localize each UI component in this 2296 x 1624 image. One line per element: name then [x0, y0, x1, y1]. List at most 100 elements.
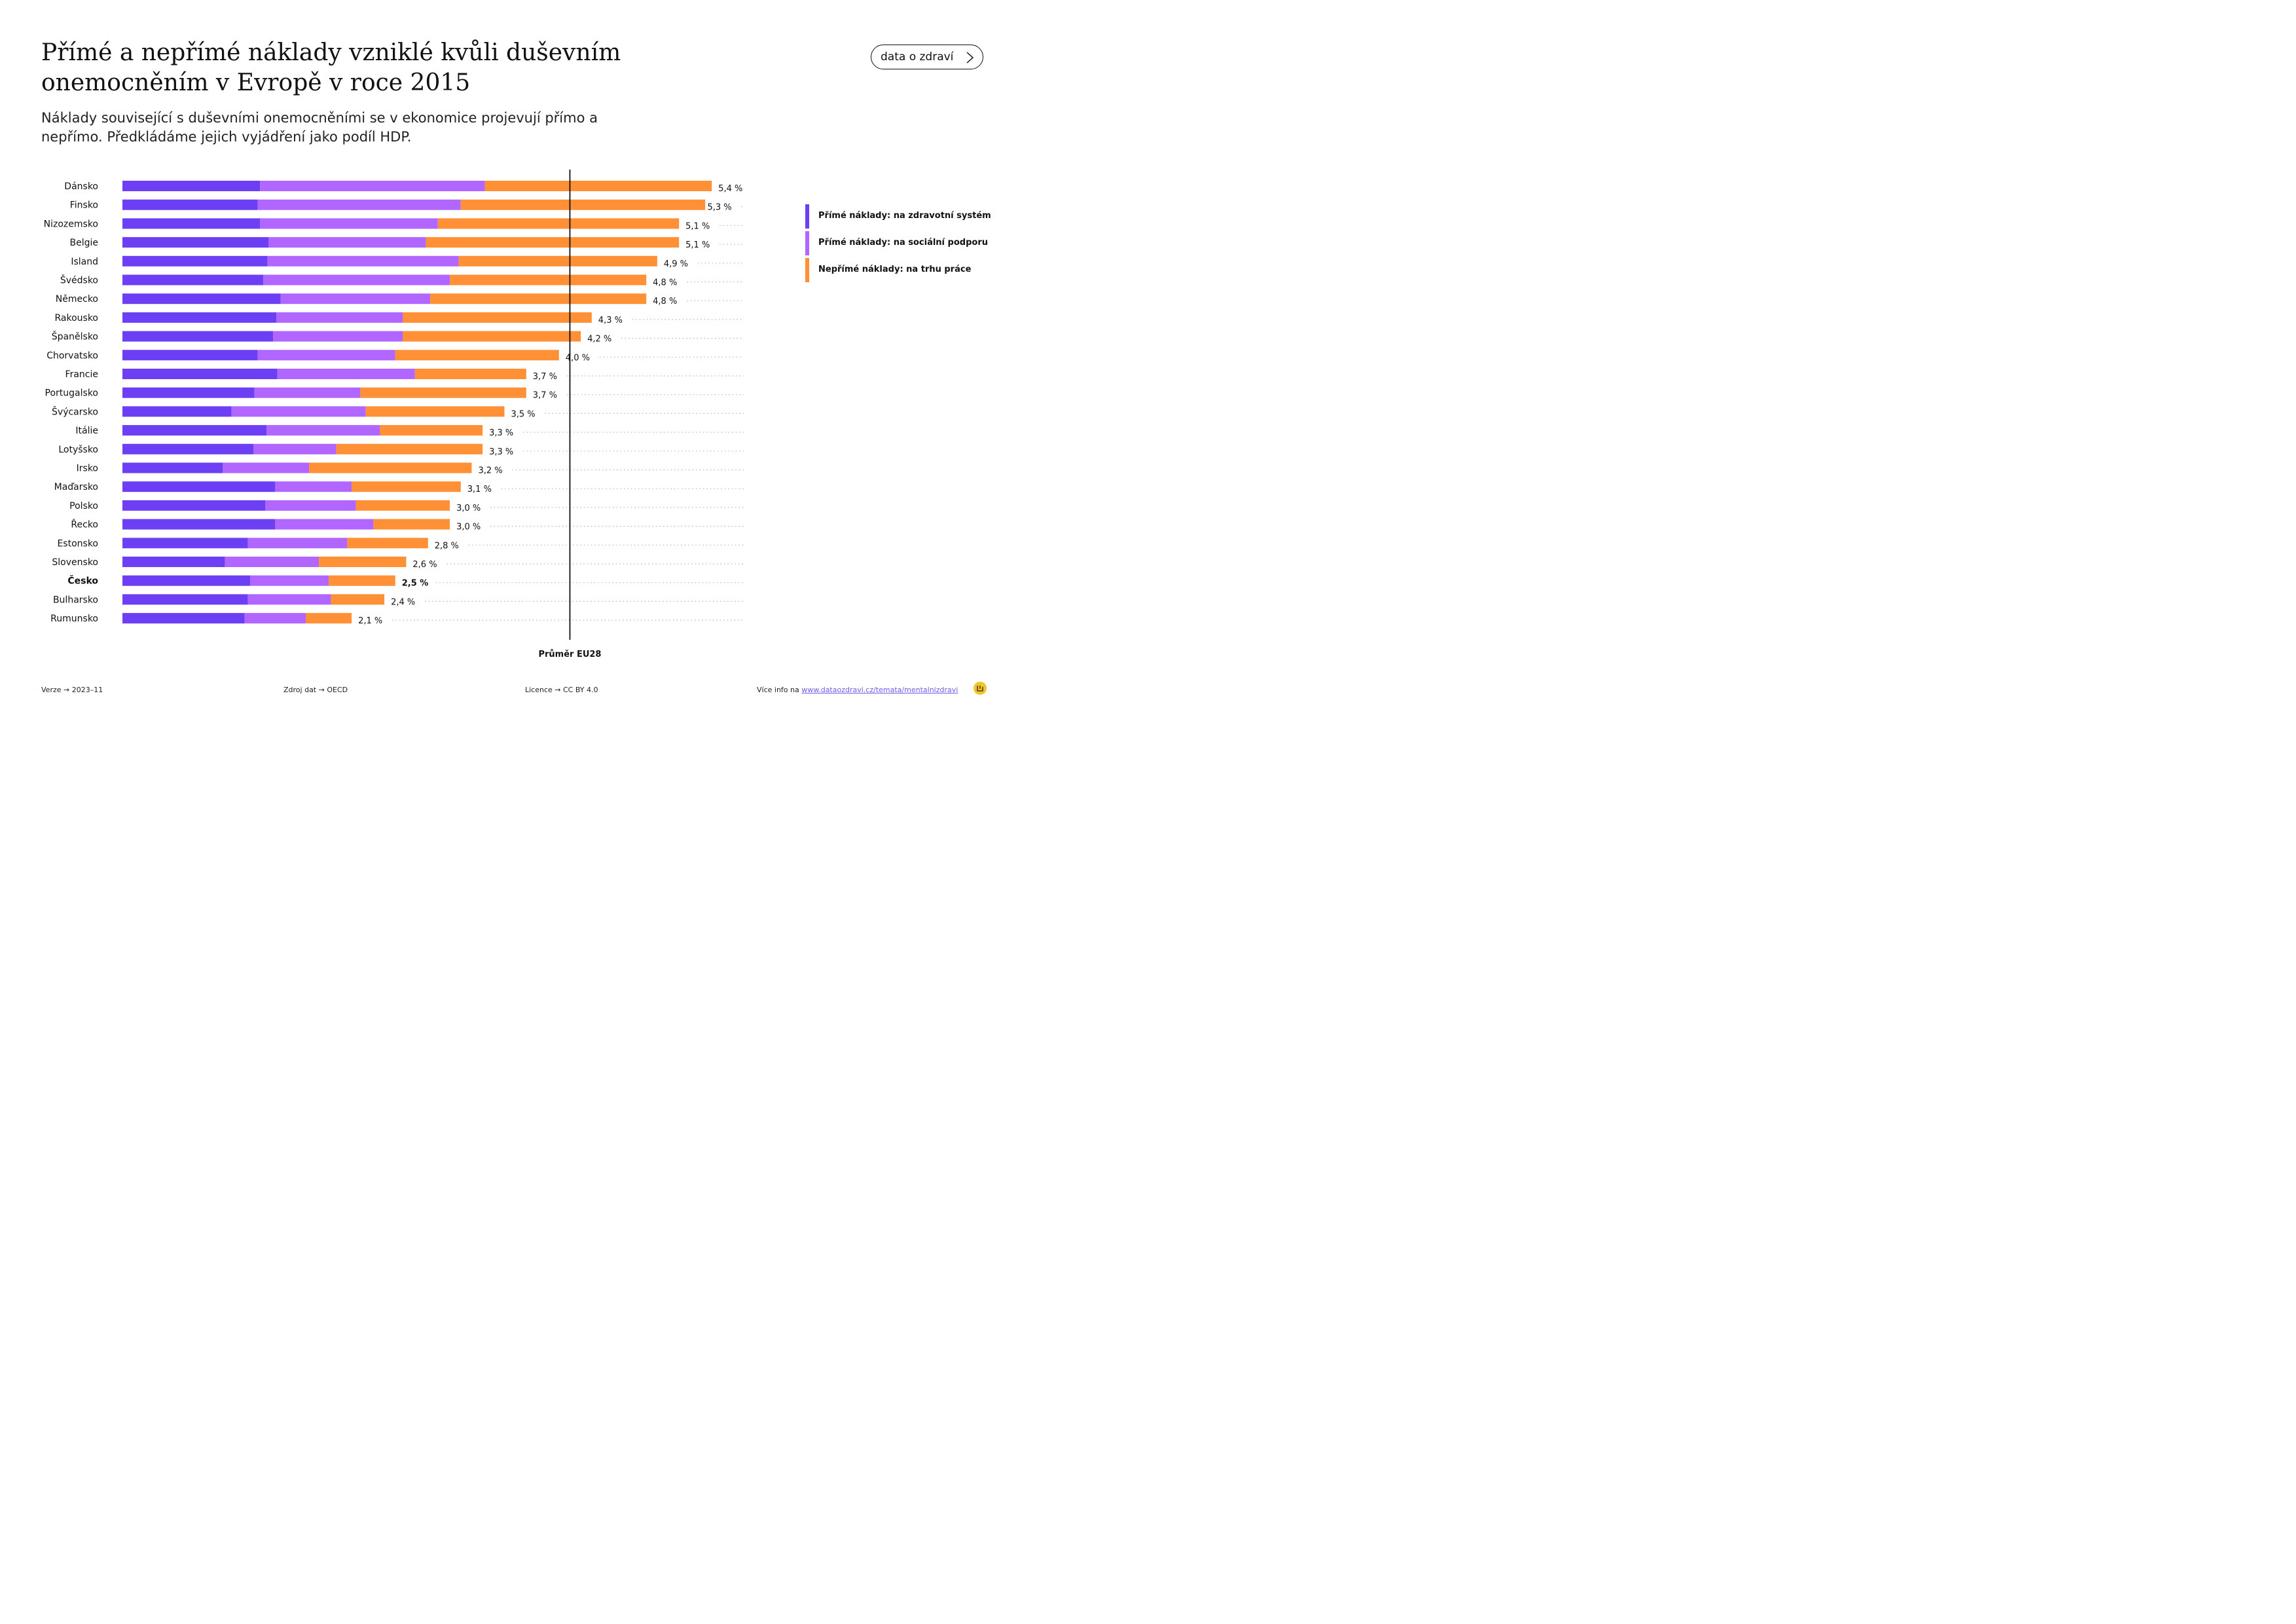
stacked-bar-chart: Dánsko 5,4 % Finsko 5,3 % Nizozemsko 5,1 % Bel… — [44, 170, 744, 659]
bar-segment — [122, 274, 264, 286]
bar-segment — [336, 443, 483, 454]
bar-segment — [122, 557, 225, 567]
bar-segment — [122, 519, 276, 530]
total-label: 5,1 % — [685, 240, 710, 250]
total-label: 2,1 % — [358, 616, 382, 626]
bar-segment — [122, 369, 278, 379]
bar-segment — [430, 293, 647, 304]
total-label: 2,5 % — [402, 579, 429, 589]
legend-swatch-social — [805, 231, 809, 255]
bar-segment — [225, 557, 319, 567]
legend-swatch-health — [805, 204, 809, 229]
bar-segment — [122, 293, 281, 304]
bar-segment — [257, 199, 461, 210]
bar-segment — [265, 500, 356, 511]
bar-segment — [122, 181, 261, 191]
footer-source: Zdroj dat → OECD — [283, 686, 348, 694]
category-label: Portugalsko — [45, 388, 98, 399]
total-label: 3,7 % — [533, 372, 557, 382]
category-label: Nizozemsko — [44, 219, 98, 229]
category-label: Irsko — [77, 464, 98, 474]
category-label: Estonsko — [57, 538, 98, 549]
bar-segment — [122, 406, 232, 417]
bar-segment — [331, 594, 385, 605]
category-label: Francie — [65, 369, 98, 380]
category-label: Maďarsko — [54, 482, 98, 492]
bar-segment — [277, 369, 415, 379]
bar-segment — [223, 462, 310, 473]
category-label: Lotyšsko — [58, 445, 98, 455]
bar-segment — [231, 406, 366, 417]
bar-segment — [122, 350, 258, 361]
category-label: Island — [71, 257, 98, 267]
category-label: Rakousko — [54, 313, 98, 323]
bar-segment — [122, 481, 276, 492]
category-label: Dánsko — [64, 181, 98, 192]
bar-segment — [260, 181, 485, 191]
total-label: 4,3 % — [598, 316, 623, 325]
bar-segment — [254, 387, 361, 398]
chevron-right-icon — [966, 52, 974, 64]
bar-segment — [380, 425, 483, 436]
total-label: 5,4 % — [718, 184, 742, 194]
bar-segment — [122, 425, 267, 436]
category-label: Finsko — [70, 200, 98, 211]
bar-segment — [355, 500, 450, 511]
bar-segment — [414, 369, 526, 379]
bar-segment — [347, 538, 428, 549]
total-label: 4,0 % — [566, 353, 590, 363]
more-info-prefix: Více info na — [757, 686, 802, 694]
total-label: 3,5 % — [511, 409, 535, 419]
bar-segment — [275, 519, 374, 530]
chart-title: Přímé a nepřímé náklady vzniklé kvůli du… — [41, 39, 621, 96]
bar-segment — [244, 613, 306, 624]
bar-segment — [247, 538, 348, 549]
total-label: 3,3 % — [489, 447, 513, 457]
total-label: 2,8 % — [435, 541, 459, 551]
category-label: Rumunsko — [50, 614, 98, 624]
bar-segment — [275, 481, 352, 492]
bar-segment — [122, 331, 274, 342]
total-label: 2,4 % — [391, 597, 415, 607]
bar-segment — [360, 387, 526, 398]
total-label: 4,9 % — [664, 259, 688, 269]
category-label: Polsko — [69, 501, 98, 511]
bar-segment — [122, 613, 245, 624]
category-label: Španělsko — [52, 331, 98, 342]
bar-segment — [122, 443, 254, 454]
category-label: Slovensko — [52, 557, 98, 568]
bar-segment — [257, 350, 395, 361]
total-label: 3,1 % — [467, 485, 492, 494]
reference-line-label: Průměr EU28 — [538, 650, 601, 659]
bar-segment — [458, 255, 657, 267]
bar-segment — [273, 331, 403, 342]
category-label: Německo — [56, 294, 98, 304]
total-label: 2,6 % — [412, 560, 437, 570]
bar-segment — [122, 594, 248, 605]
bar-segment — [250, 575, 329, 586]
bar-segment — [484, 181, 712, 191]
legend-label-labour: Nepřímé náklady: na trhu práce — [818, 265, 972, 274]
bar-segment — [373, 519, 450, 530]
footer-version: Verze → 2023–11 — [41, 686, 103, 694]
bar-segment — [437, 218, 680, 229]
bar-segment — [260, 218, 438, 229]
category-label: Bulharsko — [53, 595, 98, 605]
bar-segment — [306, 613, 352, 624]
footer-license: Licence → CC BY 4.0 — [525, 686, 598, 694]
category-label: Chorvatsko — [46, 350, 98, 361]
total-label: 3,0 % — [456, 504, 481, 513]
total-label: 3,0 % — [456, 523, 481, 532]
category-label: Řecko — [71, 519, 98, 530]
bar-segment — [122, 255, 268, 267]
bar-segment — [395, 350, 559, 361]
bar-segment — [365, 406, 505, 417]
category-label: Švýcarsko — [52, 405, 98, 417]
more-info-link[interactable]: www.dataozdravi.cz/temata/mentalnizdravi — [801, 686, 958, 694]
data-o-zdravi-button[interactable]: data o zdraví — [871, 45, 983, 69]
bar-segment — [122, 237, 269, 248]
total-label: 4,8 % — [653, 278, 677, 288]
brand-button-label: data o zdraví — [881, 50, 954, 64]
bar-segment — [122, 538, 248, 549]
logo-icon — [974, 682, 987, 695]
